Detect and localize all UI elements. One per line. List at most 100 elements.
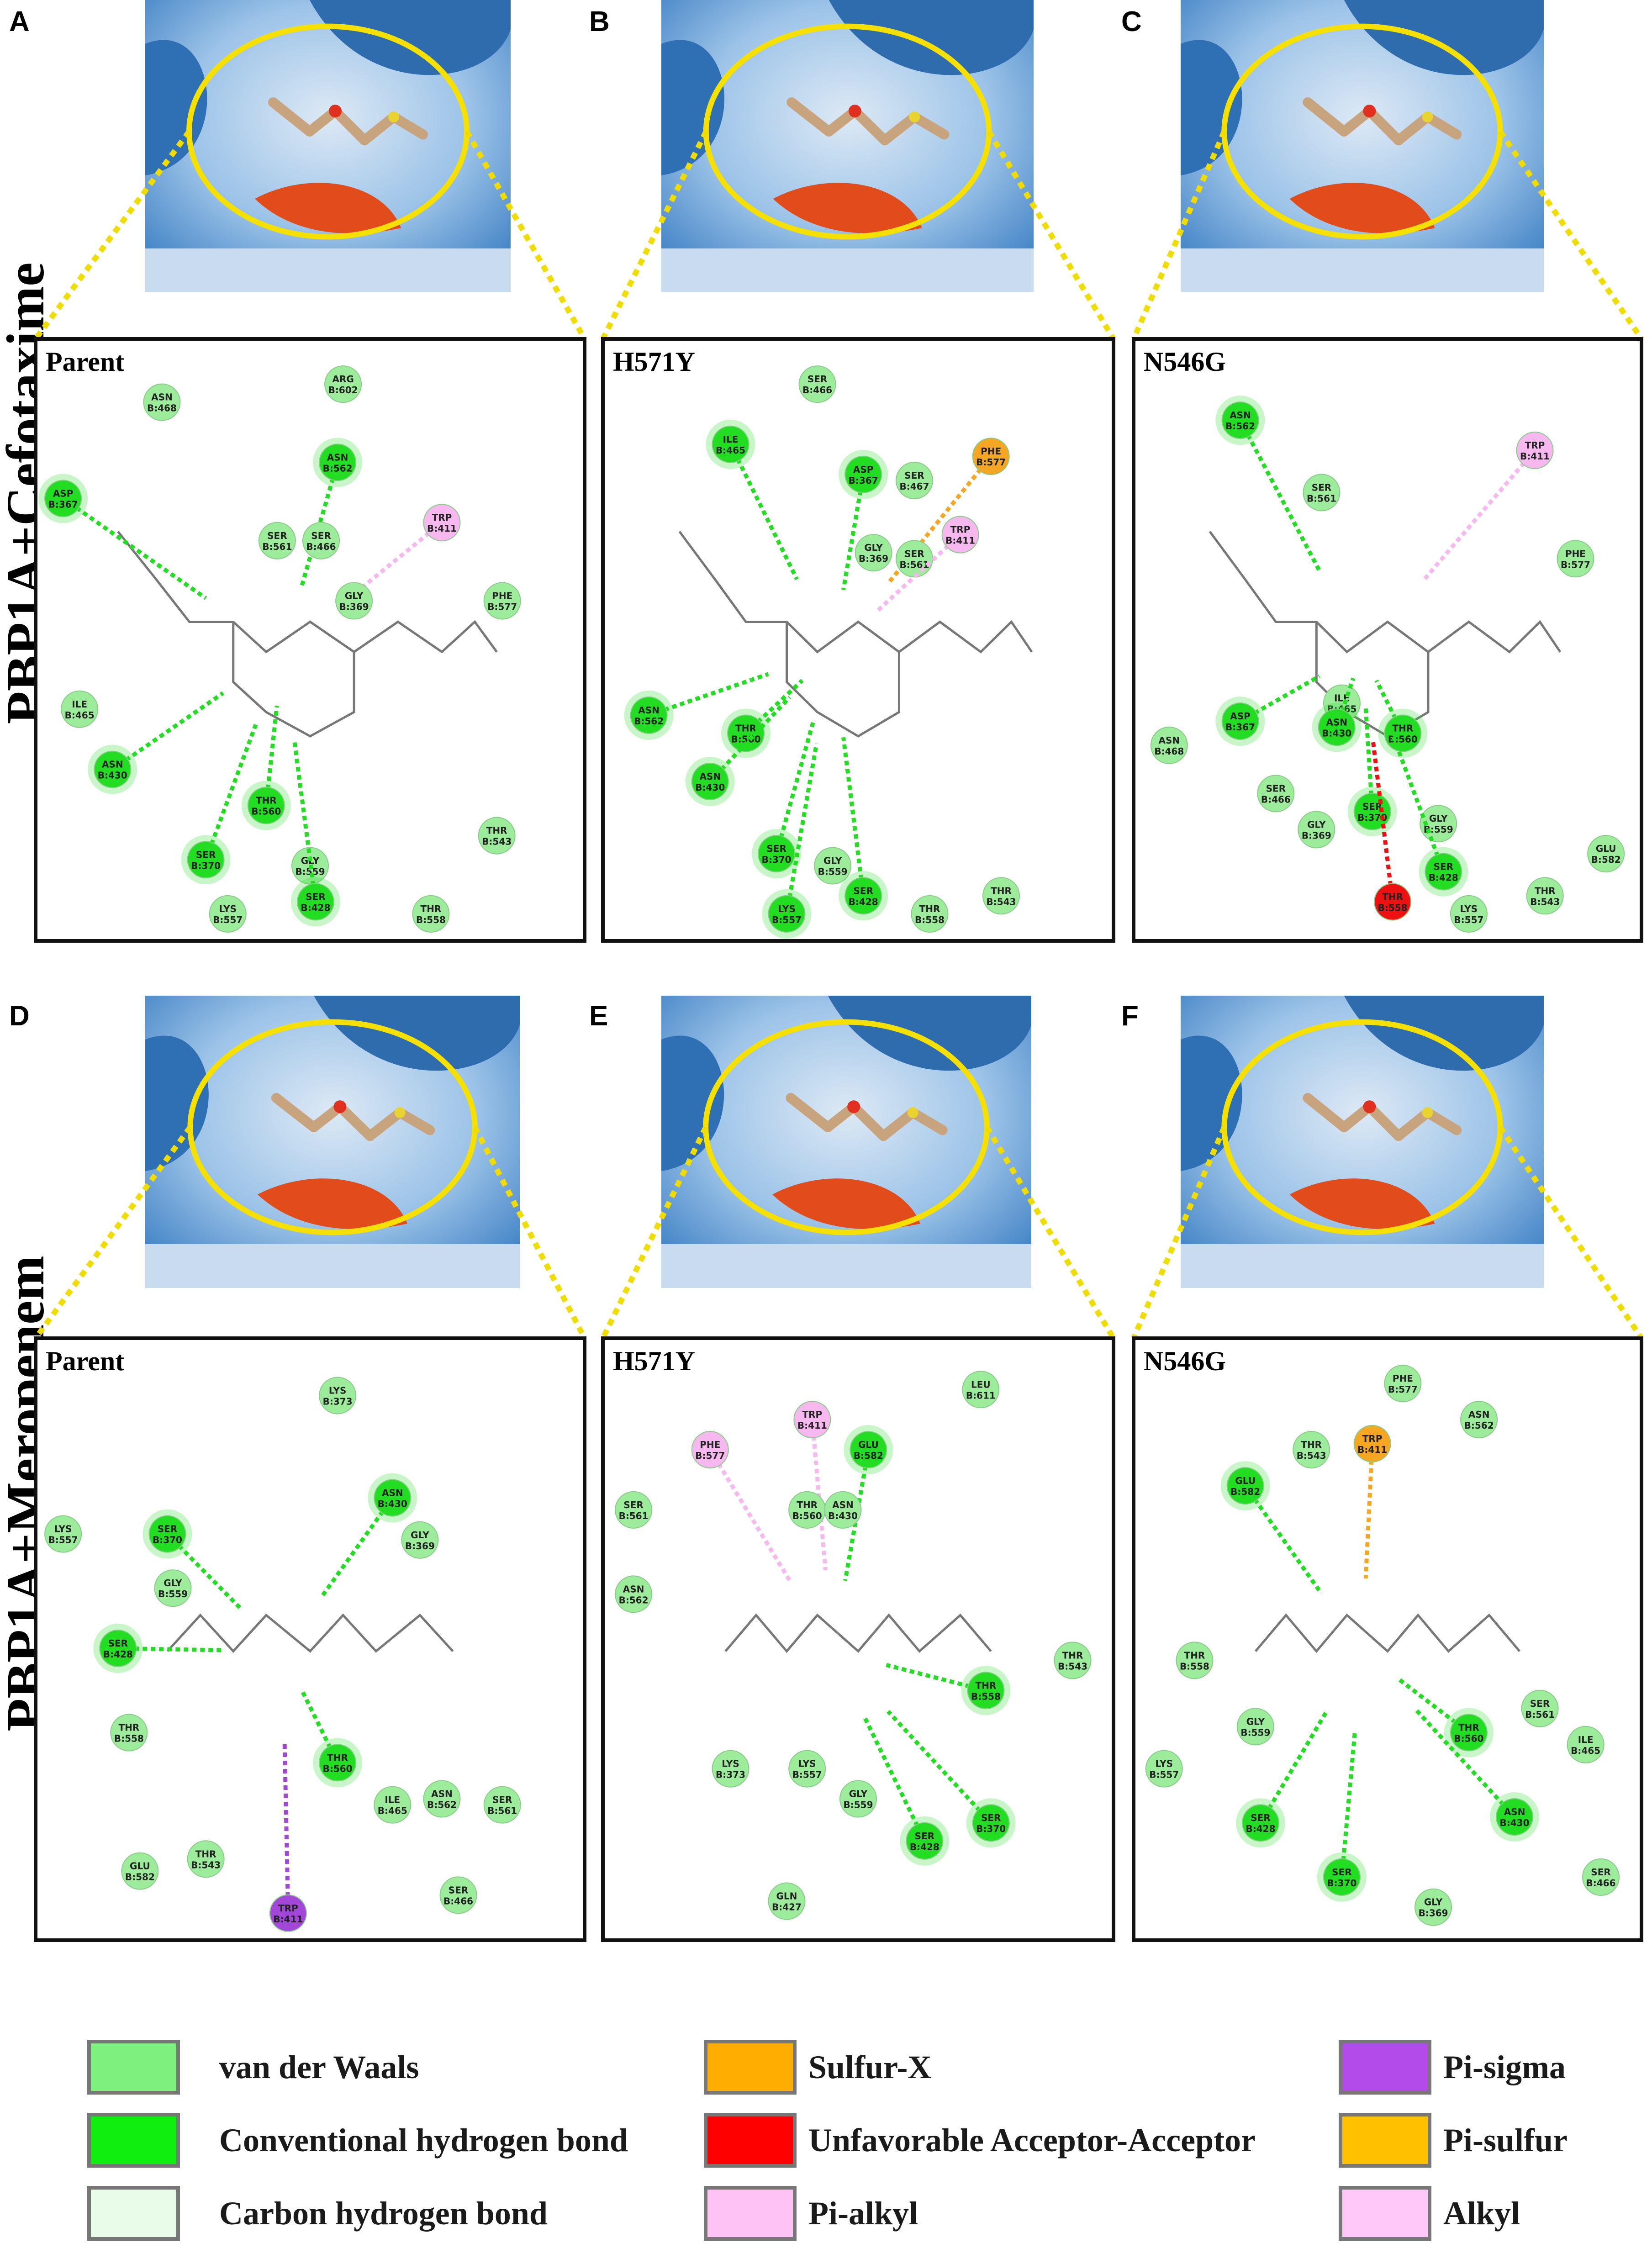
residue-number: B:557 bbox=[792, 1769, 822, 1780]
residue-number: B:370 bbox=[191, 860, 221, 871]
panel-title: Parent bbox=[46, 1346, 124, 1376]
residue-name: PHE bbox=[700, 1439, 720, 1450]
residue-number: B:562 bbox=[1225, 421, 1255, 432]
ligand-sticks bbox=[786, 1093, 948, 1141]
residue-number: B:559 bbox=[818, 866, 848, 877]
residue-name: ASN bbox=[1326, 717, 1347, 728]
residue-name: THR bbox=[991, 885, 1012, 896]
residue-number: B:558 bbox=[971, 1691, 1001, 1702]
legend-item: Pi-sigma bbox=[1339, 2040, 1566, 2095]
residue-number: B:582 bbox=[1591, 854, 1621, 865]
residue-number: B:559 bbox=[844, 1800, 873, 1810]
residue-name: SER bbox=[1312, 482, 1331, 493]
zoom-connector bbox=[984, 1125, 1116, 1340]
legend-item: Conventional hydrogen bond bbox=[87, 2113, 628, 2168]
residue-name: SER bbox=[853, 885, 873, 896]
residue-number: B:560 bbox=[323, 1763, 353, 1774]
legend-item: Sulfur-X bbox=[704, 2040, 931, 2095]
panel-letter: B bbox=[589, 6, 610, 37]
legend-swatch bbox=[1339, 2113, 1431, 2168]
residue-name: GLY bbox=[1307, 819, 1326, 830]
legend-swatch bbox=[87, 2113, 180, 2168]
residue-number: B:428 bbox=[103, 1649, 133, 1660]
residue-number: B:543 bbox=[482, 836, 512, 847]
zoom-connector bbox=[600, 1126, 708, 1340]
residue-number: B:561 bbox=[1525, 1709, 1555, 1720]
residue-name: ASN bbox=[1504, 1806, 1525, 1817]
residue-number: B:369 bbox=[339, 602, 369, 612]
residue-number: B:558 bbox=[416, 914, 446, 925]
residue-number: B:370 bbox=[762, 854, 792, 865]
residue-name: ASN bbox=[327, 452, 348, 463]
panel-f: FN546GPHEB:577ASNB:562TRPB:411THRB:543GL… bbox=[1121, 996, 1644, 1942]
legend-label: Unfavorable Acceptor-Acceptor bbox=[808, 2122, 1256, 2159]
residue-name: PHE bbox=[1393, 1373, 1413, 1384]
legend-swatch bbox=[704, 2113, 797, 2168]
zoom-connector bbox=[1131, 130, 1227, 340]
residue-number: B:411 bbox=[1357, 1444, 1387, 1455]
residue-name: LYS bbox=[1460, 903, 1478, 914]
residue-number: B:558 bbox=[1378, 903, 1408, 913]
residue-name: THR bbox=[1301, 1439, 1322, 1450]
residue-name: LYS bbox=[329, 1385, 347, 1396]
residue-name: SER bbox=[981, 1812, 1001, 1823]
residue-number: B:560 bbox=[251, 806, 281, 817]
residue-number: B:465 bbox=[378, 1805, 407, 1816]
residue-number: B:557 bbox=[48, 1535, 78, 1546]
protein-surface-image bbox=[145, 0, 511, 292]
residue-number: B:430 bbox=[1500, 1817, 1530, 1828]
residue-name: TRP bbox=[802, 1409, 823, 1420]
residue-name: GLY bbox=[411, 1530, 429, 1541]
residue-number: B:543 bbox=[987, 896, 1016, 907]
residue-number: B:428 bbox=[910, 1842, 939, 1853]
residue-name: GLY bbox=[823, 855, 842, 866]
panels-layer: AParentARGB:602ASNB:468ASNB:562ASPB:367S… bbox=[9, 0, 1644, 1942]
panel-c: CN546GASNB:562SERB:561TRPB:411PHEB:577AS… bbox=[1121, 0, 1644, 943]
residue-name: SER bbox=[904, 470, 924, 481]
residue-number: B:428 bbox=[1429, 872, 1458, 883]
residue-name: SER bbox=[311, 530, 331, 541]
protein-surface-image bbox=[145, 996, 520, 1288]
residue-number: B:559 bbox=[1240, 1727, 1270, 1738]
residue-name: ASN bbox=[102, 759, 123, 770]
residue-number: B:577 bbox=[1561, 559, 1590, 570]
zoom-connector bbox=[600, 130, 709, 340]
legend: van der Waals Conventional hydrogen bond C… bbox=[87, 2040, 1568, 2241]
protein-surface-image bbox=[661, 996, 1031, 1288]
residue-number: B:560 bbox=[792, 1510, 822, 1521]
residue-number: B:465 bbox=[1571, 1745, 1600, 1756]
residue-number: B:543 bbox=[191, 1859, 221, 1870]
residue-name: TRP bbox=[1362, 1433, 1383, 1444]
residue-name: GLY bbox=[864, 542, 883, 553]
panel-title: N546G bbox=[1144, 347, 1226, 377]
